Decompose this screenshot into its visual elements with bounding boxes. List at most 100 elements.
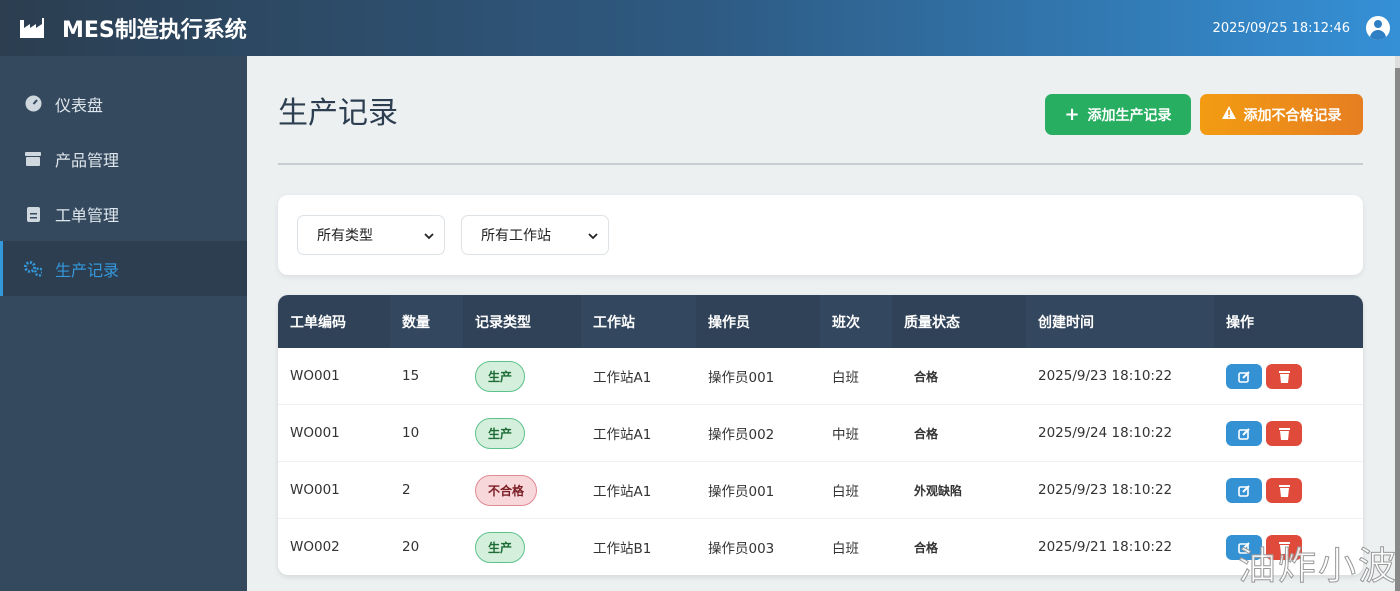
operator-text: 操作员001 [708,484,775,500]
edit-icon [1237,370,1250,383]
column-header: 工单编码 [290,314,346,331]
column-header: 操作员 [708,314,750,331]
delete-button[interactable] [1266,363,1302,389]
quality-status: 合格 [914,426,939,441]
operator-text: 操作员001 [708,370,775,386]
qty-text: 15 [402,368,420,384]
station-text: 工作站A1 [593,370,652,386]
cell-quality: 合格 [892,519,1026,575]
record-type-badge: 生产 [475,531,526,563]
cell-qty: 2 [390,462,463,518]
sidebar-item-work-orders[interactable]: 工单管理 [0,186,247,241]
cell-type: 生产 [463,519,581,575]
table-row: WO001 2 不合格 工作站A1 操作员001 白班 外观缺陷 2025/9/23 18:1… [278,462,1363,519]
station-text: 工作站A1 [593,484,652,500]
code-text: WO001 [290,482,340,498]
delete-button[interactable] [1266,477,1302,503]
select-value: 所有类型 [317,228,373,244]
cell-shift: 白班 [820,462,892,518]
button-label: 添加生产记录 [1087,107,1172,124]
actions-cell [1214,462,1363,518]
type-filter-select[interactable]: 所有类型 [297,215,445,255]
cell-code: WO001 [278,462,390,518]
edit-button[interactable] [1226,477,1262,503]
shift-text: 白班 [832,370,859,386]
edit-button[interactable] [1226,363,1262,389]
shift-text: 中班 [832,427,859,443]
cell-qty: 20 [390,519,463,575]
user-avatar-icon[interactable] [1366,16,1390,40]
column-header: 班次 [820,295,892,348]
trash-icon [1278,541,1290,554]
shift-text: 白班 [832,541,859,557]
add-defect-record-button[interactable]: 添加不合格记录 [1200,94,1363,135]
column-header: 创建时间 [1026,295,1214,348]
actions-cell [1214,405,1363,461]
trash-icon [1278,370,1290,383]
column-header: 操作 [1226,314,1254,331]
sidebar-item-label: 工单管理 [55,205,120,225]
cell-station: 工作站A1 [581,348,696,404]
cell-shift: 中班 [820,405,892,461]
warning-icon [1221,106,1236,123]
cell-station: 工作站B1 [581,519,696,575]
quality-status: 合格 [914,369,939,384]
chevron-down-icon [424,229,434,245]
cell-operator: 操作员002 [696,405,820,461]
cell-quality: 合格 [892,348,1026,404]
sidebar-item-production-records[interactable]: 生产记录 [0,241,247,296]
edit-icon [1237,541,1250,554]
record-type-badge: 生产 [475,360,526,392]
created-text: 2025/9/23 18:10:22 [1038,368,1173,384]
delete-button[interactable] [1266,534,1302,560]
scrollbar[interactable] [1395,56,1400,591]
shift-text: 白班 [832,484,859,500]
table-row: WO001 15 生产 工作站A1 操作员001 白班 合格 2025/9/23 18:10:… [278,348,1363,405]
station-filter-select[interactable]: 所有工作站 [461,215,609,255]
created-text: 2025/9/23 18:10:22 [1038,482,1173,498]
created-text: 2025/9/24 18:10:22 [1038,425,1173,441]
cell-type: 不合格 [463,462,581,518]
station-text: 工作站B1 [593,541,652,557]
cell-created: 2025/9/21 18:10:22 [1026,519,1214,575]
sidebar-item-products[interactable]: 产品管理 [0,131,247,186]
table-header: 工单编码 数量 记录类型 工作站 操作员 班次 质量状态 创建时间 操作 [278,295,1363,348]
quality-status: 合格 [914,540,939,555]
sidebar-item-dashboard[interactable]: 仪表盘 [0,76,247,131]
app-title: MES制造执行系统 [62,18,247,43]
page-title: 生产记录 [278,96,398,131]
actions-cell [1214,348,1363,404]
datetime: 2025/09/25 18:12:46 [1212,20,1350,36]
delete-button[interactable] [1266,420,1302,446]
table-row: WO002 20 生产 工作站B1 操作员003 白班 合格 2025/9/21 18:10:… [278,519,1363,575]
cell-code: WO001 [278,348,390,404]
qty-text: 2 [402,482,411,498]
cell-created: 2025/9/23 18:10:22 [1026,462,1214,518]
cell-shift: 白班 [820,519,892,575]
divider [278,163,1363,165]
cell-shift: 白班 [820,348,892,404]
cell-station: 工作站A1 [581,405,696,461]
trash-icon [1278,484,1290,497]
qty-text: 20 [402,539,420,555]
cogs-icon [24,260,42,278]
cell-created: 2025/9/23 18:10:22 [1026,348,1214,404]
column-header: 质量状态 [904,314,960,331]
edit-button[interactable] [1226,534,1262,560]
add-production-record-button[interactable]: + 添加生产记录 [1045,94,1191,135]
cell-code: WO002 [278,519,390,575]
chevron-down-icon [588,229,598,245]
watermark: 油炸小波 [1237,544,1399,589]
qty-text: 10 [402,425,420,441]
station-text: 工作站A1 [593,427,652,443]
edit-icon [1237,427,1250,440]
cell-quality: 外观缺陷 [892,462,1026,518]
cell-operator: 操作员001 [696,348,820,404]
main-content: 生产记录 + 添加生产记录 添加不合格记录 所有类型 所有工作站 工单编码 数量记… [247,56,1395,591]
actions-cell [1214,519,1363,575]
edit-button[interactable] [1226,420,1262,446]
quality-status: 外观缺陷 [914,483,963,498]
box-icon [24,150,42,168]
plus-icon: + [1064,104,1080,125]
code-text: WO001 [290,368,340,384]
